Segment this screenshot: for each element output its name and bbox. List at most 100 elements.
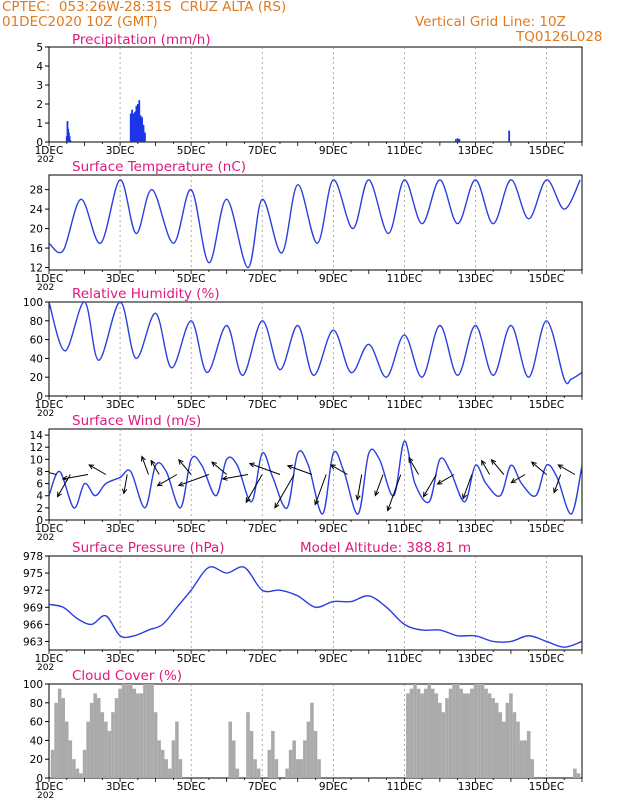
wind-arrow: [314, 474, 327, 505]
wind-arrow-head: [481, 459, 487, 466]
year-fragment: 202: [37, 283, 54, 293]
x-tick-label: 3DEC: [106, 399, 135, 411]
wind-arrow: [211, 461, 227, 475]
wind-arrow: [274, 474, 295, 509]
x-tick-label: 3DEC: [106, 145, 135, 157]
cloud-bar: [175, 721, 179, 778]
model-altitude: Model Altitude: 388.81 m: [300, 540, 471, 556]
cloud-bar: [132, 688, 137, 778]
cloud-bar: [111, 712, 115, 778]
cloud-bar: [228, 721, 232, 778]
wind-arrow: [49, 472, 57, 475]
x-tick-label: 7DEC: [248, 523, 277, 535]
wind-arrow: [287, 465, 313, 475]
cloud-bar: [121, 684, 126, 778]
precip-bar: [134, 111, 136, 142]
wind-arrow-head: [557, 464, 564, 470]
wind-arrow-head: [386, 505, 392, 512]
cloud-bar: [452, 684, 456, 778]
cloud-bar: [178, 759, 183, 778]
panel-1: 0 1 2 3 4 5 1DEC 3DEC 5DEC 7DEC 9DEC 11DEC 13DEC 15DE…: [35, 32, 583, 165]
x-tick-label: 1DEC: [35, 399, 64, 411]
wind-arrow: [558, 464, 576, 475]
wind-arrow-head: [61, 475, 68, 481]
x-tick-label: 3DEC: [106, 653, 135, 665]
cloud-bar: [139, 693, 144, 778]
precip-bar: [132, 113, 135, 142]
cloud-bar: [502, 721, 506, 778]
wind-arrow-head: [329, 464, 336, 470]
wind-arrow-head: [274, 502, 280, 509]
wind-arrow-head: [462, 493, 468, 500]
series-line: [49, 179, 581, 269]
cloud-bar: [114, 698, 119, 778]
precip-bar: [136, 104, 139, 142]
cloud-bar: [118, 688, 122, 778]
plot-area: [49, 440, 582, 515]
wind-arrow-head: [56, 491, 62, 498]
wind-arrow-head: [510, 478, 517, 484]
cloud-bar: [136, 693, 140, 778]
cloud-bar: [160, 749, 165, 778]
y-tick-label: 60: [30, 717, 43, 729]
cloud-bar: [104, 721, 108, 778]
x-tick-label: 15DEC: [529, 399, 564, 411]
y-tick-label: 978: [23, 551, 43, 563]
cloud-bar: [164, 759, 169, 778]
cloud-bar: [256, 768, 261, 778]
cloud-bar: [157, 740, 161, 778]
y-tick-label: 5: [36, 42, 43, 54]
y-tick-label: 12: [30, 263, 43, 275]
panel-6: 0 20 40 60 80 100 1DEC 3DEC 5DEC 7DEC 9DEC 11DEC 13D…: [23, 668, 583, 800]
cloud-bar: [512, 712, 517, 778]
wind-arrow: [387, 474, 402, 511]
wind-arrow: [88, 464, 107, 475]
cloud-bar: [406, 693, 410, 778]
cloud-bar: [50, 749, 55, 778]
x-tick-label: 15DEC: [529, 145, 564, 157]
header-station: CPTEC: 053:26W-28:31S CRUZ ALTA (RS): [2, 0, 287, 15]
cloud-bar: [150, 684, 154, 778]
y-tick-label: 0: [36, 137, 43, 149]
wind-arrow: [531, 461, 547, 475]
panel-frame: [48, 46, 583, 143]
series-line: [49, 566, 582, 648]
wind-arrow: [437, 474, 455, 485]
wind-arrow: [62, 474, 89, 480]
wind-arrow: [462, 474, 473, 499]
y-tick-label: 40: [30, 353, 43, 365]
cloud-bar: [498, 712, 503, 778]
y-tick-label: 14: [30, 430, 44, 442]
cloud-bar: [409, 688, 414, 778]
cloud-bar: [455, 684, 460, 778]
series-line: [49, 440, 582, 515]
cloud-bar: [285, 768, 289, 778]
cloud-bar: [420, 693, 424, 778]
precip-bar: [508, 130, 511, 142]
cloud-bar: [423, 688, 428, 778]
cloud-bar: [64, 721, 69, 778]
x-tick-label: 1DEC: [35, 145, 64, 157]
wind-arrow-head: [177, 481, 184, 487]
x-tick-label: 5DEC: [177, 145, 206, 157]
x-tick-label: 9DEC: [319, 781, 348, 793]
wind-arrow: [356, 474, 363, 500]
cloud-bar: [72, 759, 76, 778]
cloud-bar: [505, 702, 510, 778]
x-tick-label: 11DEC: [387, 781, 422, 793]
panel-title: Surface Temperature (nC): [72, 159, 246, 175]
y-tick-label: 80: [30, 316, 43, 328]
header-datetime: 01DEC2020 10Z (GMT): [2, 14, 158, 30]
cloud-bar: [295, 759, 300, 778]
wind-arrow: [553, 474, 562, 493]
precip-bar: [454, 139, 457, 142]
x-tick-label: 7DEC: [248, 145, 277, 157]
wind-arrow: [511, 474, 526, 483]
cloud-bar: [430, 688, 435, 778]
panel-2: 12 16 20 24 28 1DEC 3DEC 5DEC 7DEC 9DEC 11DEC 13DEC…: [30, 159, 583, 293]
wind-arrow-head: [156, 481, 163, 487]
wind-arrow-head: [211, 461, 217, 467]
wind-arrow-head: [490, 458, 497, 465]
cloud-bar: [168, 768, 172, 778]
year-fragment: 202: [37, 791, 54, 800]
